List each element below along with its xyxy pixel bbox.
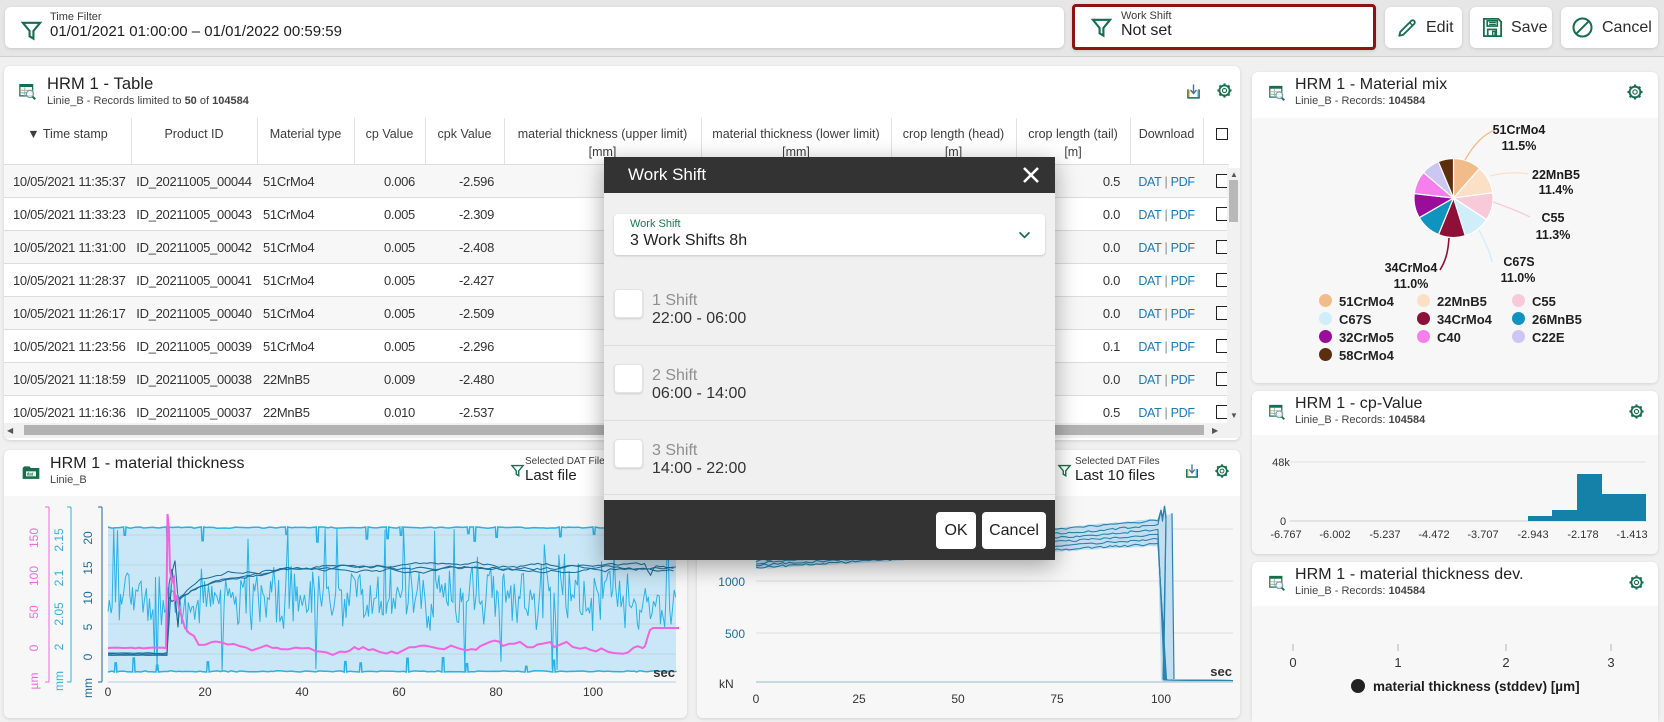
svg-text:kN: kN — [719, 677, 734, 691]
svg-text:2.05: 2.05 — [52, 602, 66, 626]
svg-text:2: 2 — [52, 643, 66, 650]
svg-text:40: 40 — [295, 685, 309, 699]
svg-text:0: 0 — [105, 685, 112, 699]
svg-text:0: 0 — [27, 644, 41, 651]
svg-text:10: 10 — [81, 591, 95, 605]
svg-text:0: 0 — [1280, 516, 1286, 528]
svg-text:11.0%: 11.0% — [1394, 277, 1429, 291]
svg-text:100: 100 — [583, 685, 603, 699]
svg-text:-6.767: -6.767 — [1270, 529, 1301, 541]
svg-text:20: 20 — [198, 685, 212, 699]
svg-text:3: 3 — [1607, 655, 1614, 670]
svg-text:-2.943: -2.943 — [1517, 529, 1548, 541]
svg-text:11.5%: 11.5% — [1502, 139, 1537, 153]
svg-text:-5.237: -5.237 — [1369, 529, 1400, 541]
svg-text:-1.413: -1.413 — [1616, 529, 1647, 541]
svg-text:48k: 48k — [1272, 457, 1290, 469]
svg-text:-2.178: -2.178 — [1567, 529, 1598, 541]
svg-text:µm: µm — [27, 673, 41, 690]
svg-text:1000: 1000 — [718, 575, 745, 589]
svg-text:150: 150 — [27, 528, 41, 548]
svg-text:51CrMo4: 51CrMo4 — [1493, 123, 1546, 137]
svg-text:2.1: 2.1 — [52, 569, 66, 586]
svg-text:1: 1 — [1394, 655, 1401, 670]
svg-text:75: 75 — [1050, 692, 1064, 706]
svg-text:mm: mm — [81, 678, 95, 698]
svg-text:-4.472: -4.472 — [1418, 529, 1449, 541]
svg-text:0: 0 — [81, 653, 95, 660]
svg-text:15: 15 — [81, 561, 95, 575]
svg-text:-6.002: -6.002 — [1319, 529, 1350, 541]
svg-text:2: 2 — [1502, 655, 1509, 670]
svg-text:11.4%: 11.4% — [1539, 183, 1574, 197]
svg-text:50: 50 — [951, 692, 965, 706]
svg-text:material thickness (stddev) [µ: material thickness (stddev) [µm] — [1373, 679, 1580, 694]
svg-text:sec: sec — [653, 665, 675, 680]
svg-text:11.0%: 11.0% — [1501, 271, 1536, 285]
svg-text:100: 100 — [1151, 692, 1171, 706]
svg-text:11.3%: 11.3% — [1536, 228, 1571, 242]
svg-text:22MnB5: 22MnB5 — [1532, 168, 1580, 182]
svg-text:20: 20 — [81, 531, 95, 545]
svg-text:dat: dat — [27, 472, 34, 477]
svg-text:0: 0 — [1289, 655, 1296, 670]
svg-text:100: 100 — [27, 566, 41, 586]
svg-text:-3.707: -3.707 — [1467, 529, 1498, 541]
svg-text:80: 80 — [489, 685, 503, 699]
svg-text:500: 500 — [725, 627, 745, 641]
svg-text:25: 25 — [852, 692, 866, 706]
svg-text:50: 50 — [27, 605, 41, 619]
svg-text:C67S: C67S — [1503, 255, 1534, 269]
svg-text:5: 5 — [81, 623, 95, 630]
svg-text:60: 60 — [392, 685, 406, 699]
svg-text:2.15: 2.15 — [52, 528, 66, 552]
svg-text:0: 0 — [753, 692, 760, 706]
svg-text:sec: sec — [1210, 664, 1232, 679]
svg-text:C55: C55 — [1542, 211, 1565, 225]
svg-text:34CrMo4: 34CrMo4 — [1385, 261, 1438, 275]
svg-text:mm: mm — [52, 671, 66, 691]
